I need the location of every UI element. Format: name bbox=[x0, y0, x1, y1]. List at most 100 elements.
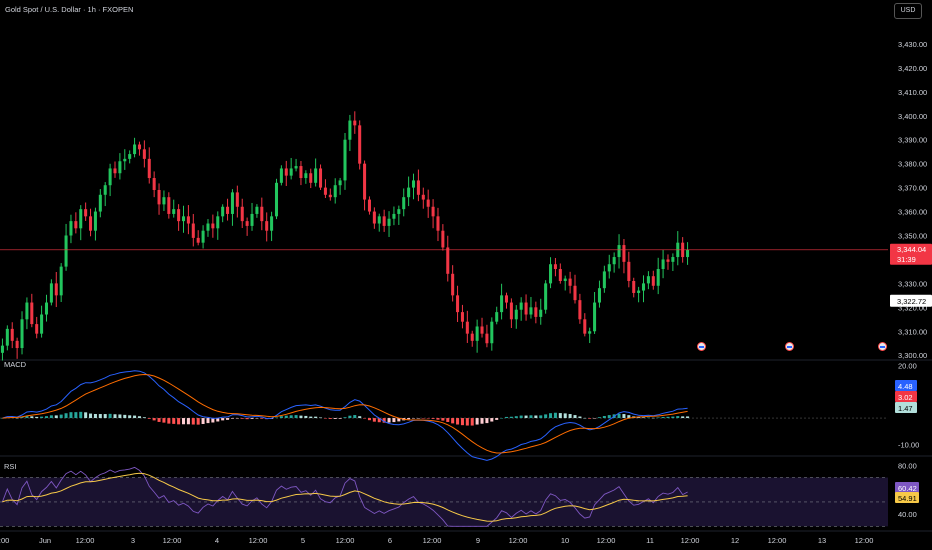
candle bbox=[304, 173, 308, 179]
candle bbox=[30, 302, 34, 325]
macd-histogram-bar bbox=[118, 414, 122, 419]
macd-histogram-bar bbox=[367, 418, 371, 421]
candle bbox=[343, 139, 347, 181]
macd-histogram-bar bbox=[103, 414, 107, 419]
y-tick-label: 3,380.00 bbox=[898, 160, 927, 169]
candle bbox=[529, 307, 533, 315]
us-flag-icon[interactable] bbox=[697, 342, 706, 351]
macd-histogram-bar bbox=[201, 418, 205, 424]
macd-histogram-bar bbox=[59, 414, 63, 419]
macd-histogram-bar bbox=[128, 415, 132, 419]
candle bbox=[152, 178, 156, 190]
macd-histogram-bar bbox=[64, 413, 68, 419]
macd-histogram-bar bbox=[490, 418, 494, 422]
x-tick-label: 13 bbox=[818, 536, 826, 545]
candle bbox=[54, 283, 58, 296]
candle bbox=[500, 295, 504, 313]
candle bbox=[186, 216, 190, 224]
candle bbox=[108, 168, 112, 186]
macd-histogram-bar bbox=[558, 413, 562, 419]
y-tick-label: 3,400.00 bbox=[898, 112, 927, 121]
candle bbox=[69, 221, 73, 236]
macd-histogram-bar bbox=[353, 415, 357, 419]
candle bbox=[416, 180, 420, 195]
macd-histogram-bar bbox=[411, 418, 416, 419]
macd-histogram-bar bbox=[500, 418, 504, 419]
macd-histogram-bar bbox=[328, 418, 332, 419]
x-tick-label: Jun bbox=[39, 536, 51, 545]
candle bbox=[118, 161, 122, 174]
x-tick-label: 6 bbox=[388, 536, 392, 545]
candle bbox=[40, 314, 44, 334]
macd-histogram-bar bbox=[666, 416, 670, 419]
us-flag-icon[interactable] bbox=[785, 342, 794, 351]
x-tick-label: 12 bbox=[731, 536, 739, 545]
candle bbox=[544, 283, 548, 310]
candle bbox=[402, 197, 406, 210]
macd-histogram-bar bbox=[475, 418, 479, 425]
candle bbox=[142, 149, 146, 159]
price-marker-label: 3,322.72 bbox=[897, 297, 926, 306]
macd-histogram-bar bbox=[529, 415, 533, 419]
macd-histogram-bar bbox=[343, 417, 347, 419]
candle bbox=[593, 302, 597, 332]
y-tick-label: 3,370.00 bbox=[898, 184, 927, 193]
x-tick-label: 2:00 bbox=[0, 536, 9, 545]
candle bbox=[622, 245, 626, 262]
macd-histogram-bar bbox=[671, 416, 675, 419]
candle bbox=[441, 230, 445, 248]
candle bbox=[221, 206, 225, 217]
macd-histogram-bar bbox=[323, 418, 327, 419]
x-tick-label: 12:00 bbox=[855, 536, 874, 545]
macd-histogram-bar bbox=[661, 416, 665, 419]
rsi-y-tick: 40.00 bbox=[898, 510, 917, 519]
macd-histogram-bar bbox=[676, 416, 680, 419]
macd-histogram-bar bbox=[284, 415, 288, 419]
macd-histogram-bar bbox=[162, 418, 166, 423]
us-flag-icon[interactable] bbox=[878, 342, 887, 351]
rsi-value-label: 54.91 bbox=[898, 494, 917, 503]
candle bbox=[426, 199, 430, 207]
candle bbox=[15, 340, 19, 349]
candle bbox=[573, 285, 577, 301]
candle bbox=[607, 264, 611, 272]
macd-histogram-bar bbox=[206, 418, 210, 424]
macd-histogram-bar bbox=[519, 415, 523, 419]
candle bbox=[279, 168, 283, 183]
candle bbox=[44, 302, 49, 315]
macd-histogram-bar bbox=[627, 415, 631, 419]
macd-histogram-bar bbox=[485, 418, 489, 424]
y-tick-label: 3,300.00 bbox=[898, 351, 927, 360]
candle bbox=[328, 194, 332, 198]
macd-histogram-bar bbox=[504, 416, 509, 419]
macd-histogram-bar bbox=[372, 418, 376, 422]
candle bbox=[411, 180, 416, 188]
currency-button[interactable]: USD bbox=[894, 3, 922, 19]
candle bbox=[79, 209, 83, 229]
macd-histogram-bar bbox=[304, 415, 308, 419]
chart-title: Gold Spot / U.S. Dollar · 1h · FXOPEN bbox=[5, 5, 134, 14]
candle bbox=[558, 269, 562, 281]
macd-histogram-bar bbox=[348, 415, 352, 419]
x-tick-label: 10 bbox=[561, 536, 569, 545]
macd-histogram-bar bbox=[274, 417, 279, 419]
candle bbox=[465, 321, 469, 334]
candle bbox=[534, 307, 538, 317]
macd-histogram-bar bbox=[426, 418, 430, 419]
macd-histogram-bar bbox=[514, 416, 518, 419]
macd-histogram-bar bbox=[597, 417, 601, 419]
macd-histogram-bar bbox=[157, 418, 161, 422]
candle bbox=[686, 249, 690, 258]
macd-histogram-bar bbox=[147, 418, 151, 419]
candle bbox=[475, 326, 479, 341]
candle bbox=[568, 278, 572, 286]
macd-histogram-bar bbox=[230, 418, 234, 419]
x-tick-label: 12:00 bbox=[163, 536, 182, 545]
candle bbox=[358, 125, 362, 164]
candle bbox=[167, 197, 171, 214]
macd-histogram-bar bbox=[470, 418, 474, 426]
macd-histogram-bar bbox=[456, 418, 460, 425]
candle bbox=[319, 168, 323, 188]
x-tick-label: 3 bbox=[131, 536, 135, 545]
